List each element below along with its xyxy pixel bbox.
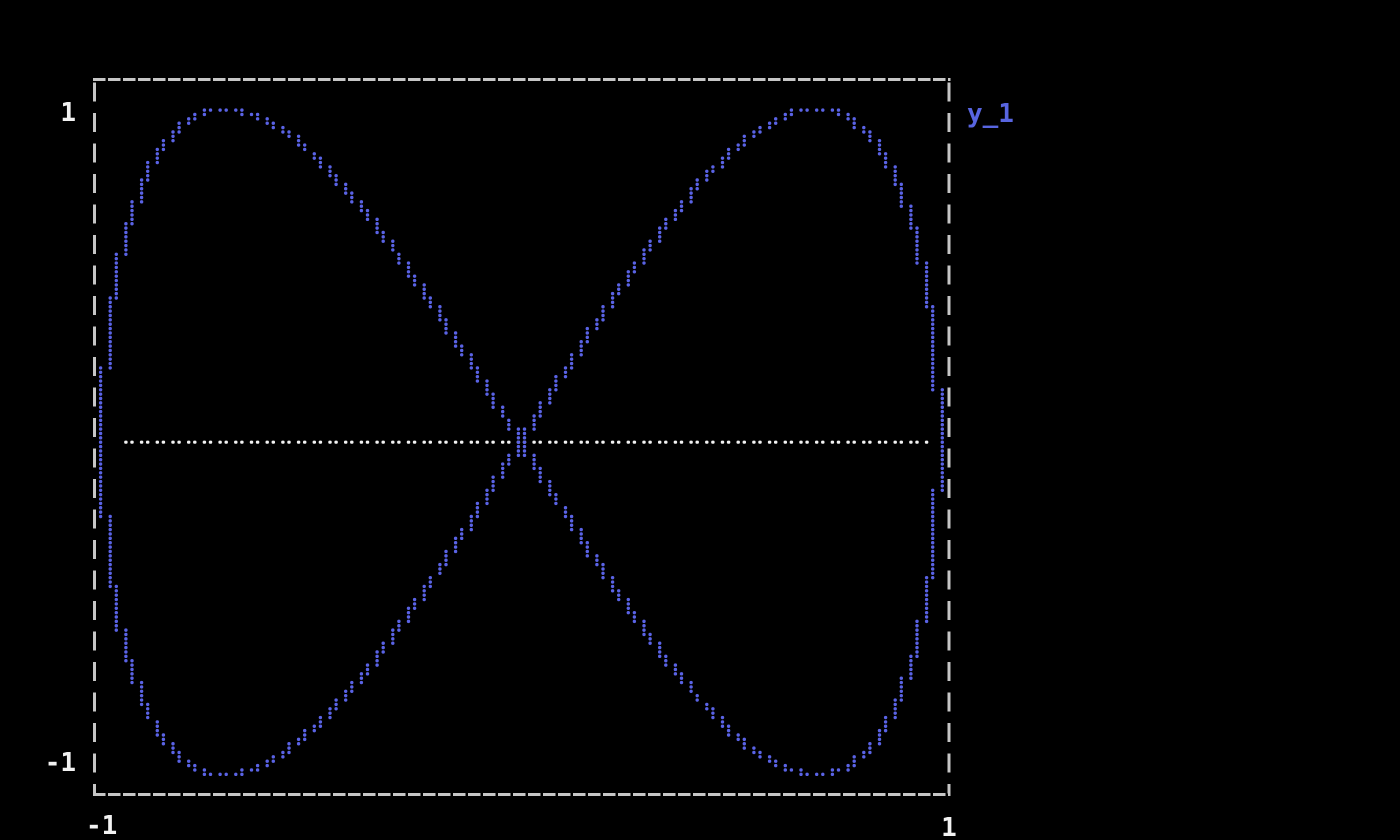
plot-frame <box>93 78 951 796</box>
y-axis-tick-bottom-label: -1 <box>44 748 76 778</box>
x-axis-tick-left-label: -1 <box>86 811 118 840</box>
y-axis-tick-top-label: 1 <box>60 98 76 128</box>
zero-axis-dotted-line <box>124 440 929 444</box>
x-axis-tick-right-label: 1 <box>941 813 957 840</box>
series-y_1-dots <box>98 108 944 777</box>
legend-label-y1: y_1 <box>967 99 1014 129</box>
